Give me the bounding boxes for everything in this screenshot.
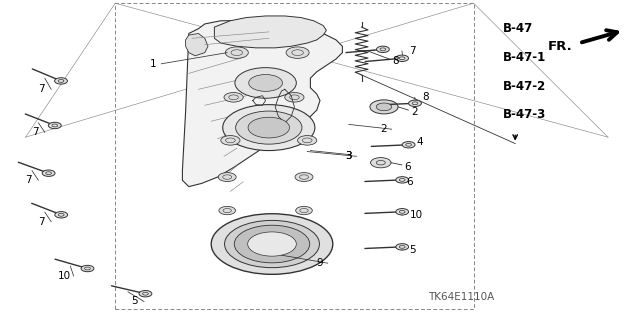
Circle shape	[402, 142, 415, 148]
Text: 8: 8	[392, 56, 399, 66]
Circle shape	[81, 265, 94, 272]
Circle shape	[376, 46, 389, 53]
Circle shape	[249, 75, 282, 91]
Circle shape	[396, 177, 408, 183]
Circle shape	[219, 206, 236, 215]
Text: 7: 7	[32, 127, 38, 137]
Circle shape	[211, 214, 333, 274]
Circle shape	[225, 47, 248, 58]
Circle shape	[236, 111, 302, 144]
Text: 6: 6	[406, 177, 413, 187]
Circle shape	[223, 105, 315, 151]
Text: 2: 2	[411, 107, 417, 117]
Text: 8: 8	[422, 92, 429, 102]
Polygon shape	[186, 33, 208, 56]
Text: 10: 10	[58, 271, 70, 281]
Circle shape	[234, 225, 310, 263]
Text: 7: 7	[410, 46, 416, 56]
Circle shape	[376, 103, 392, 111]
Circle shape	[396, 55, 408, 62]
Text: 4: 4	[416, 137, 422, 147]
Text: B-47: B-47	[502, 22, 532, 35]
Text: 5: 5	[131, 296, 138, 307]
Polygon shape	[214, 16, 326, 48]
Text: TK64E1110A: TK64E1110A	[428, 292, 494, 302]
Text: 7: 7	[38, 84, 45, 94]
Text: 7: 7	[26, 175, 32, 185]
Circle shape	[248, 232, 296, 256]
Circle shape	[49, 122, 61, 129]
Circle shape	[296, 206, 312, 215]
Circle shape	[370, 100, 398, 114]
Circle shape	[42, 170, 55, 176]
Circle shape	[285, 93, 304, 102]
Text: 9: 9	[317, 258, 323, 268]
Text: 10: 10	[410, 210, 423, 220]
Circle shape	[235, 68, 296, 98]
Text: 7: 7	[38, 217, 45, 227]
Text: FR.: FR.	[548, 40, 573, 53]
Circle shape	[224, 93, 243, 102]
Circle shape	[295, 173, 313, 182]
Circle shape	[225, 220, 319, 268]
Text: 6: 6	[404, 162, 411, 172]
Text: 2: 2	[381, 124, 387, 134]
Circle shape	[371, 158, 391, 168]
Text: 3: 3	[346, 151, 352, 161]
Circle shape	[54, 78, 67, 84]
Circle shape	[139, 291, 152, 297]
Circle shape	[218, 173, 236, 182]
Polygon shape	[182, 21, 342, 187]
Text: 3: 3	[346, 151, 352, 161]
Circle shape	[408, 100, 421, 107]
Text: B-47-3: B-47-3	[502, 108, 546, 121]
Circle shape	[286, 47, 309, 58]
Circle shape	[55, 211, 68, 218]
Text: B-47-1: B-47-1	[502, 51, 546, 64]
Circle shape	[298, 136, 317, 145]
Circle shape	[248, 117, 289, 138]
Circle shape	[221, 136, 240, 145]
Text: B-47-2: B-47-2	[502, 80, 546, 93]
Text: 5: 5	[410, 245, 416, 256]
Circle shape	[396, 209, 408, 215]
Text: 1: 1	[150, 59, 157, 69]
Circle shape	[396, 244, 408, 250]
